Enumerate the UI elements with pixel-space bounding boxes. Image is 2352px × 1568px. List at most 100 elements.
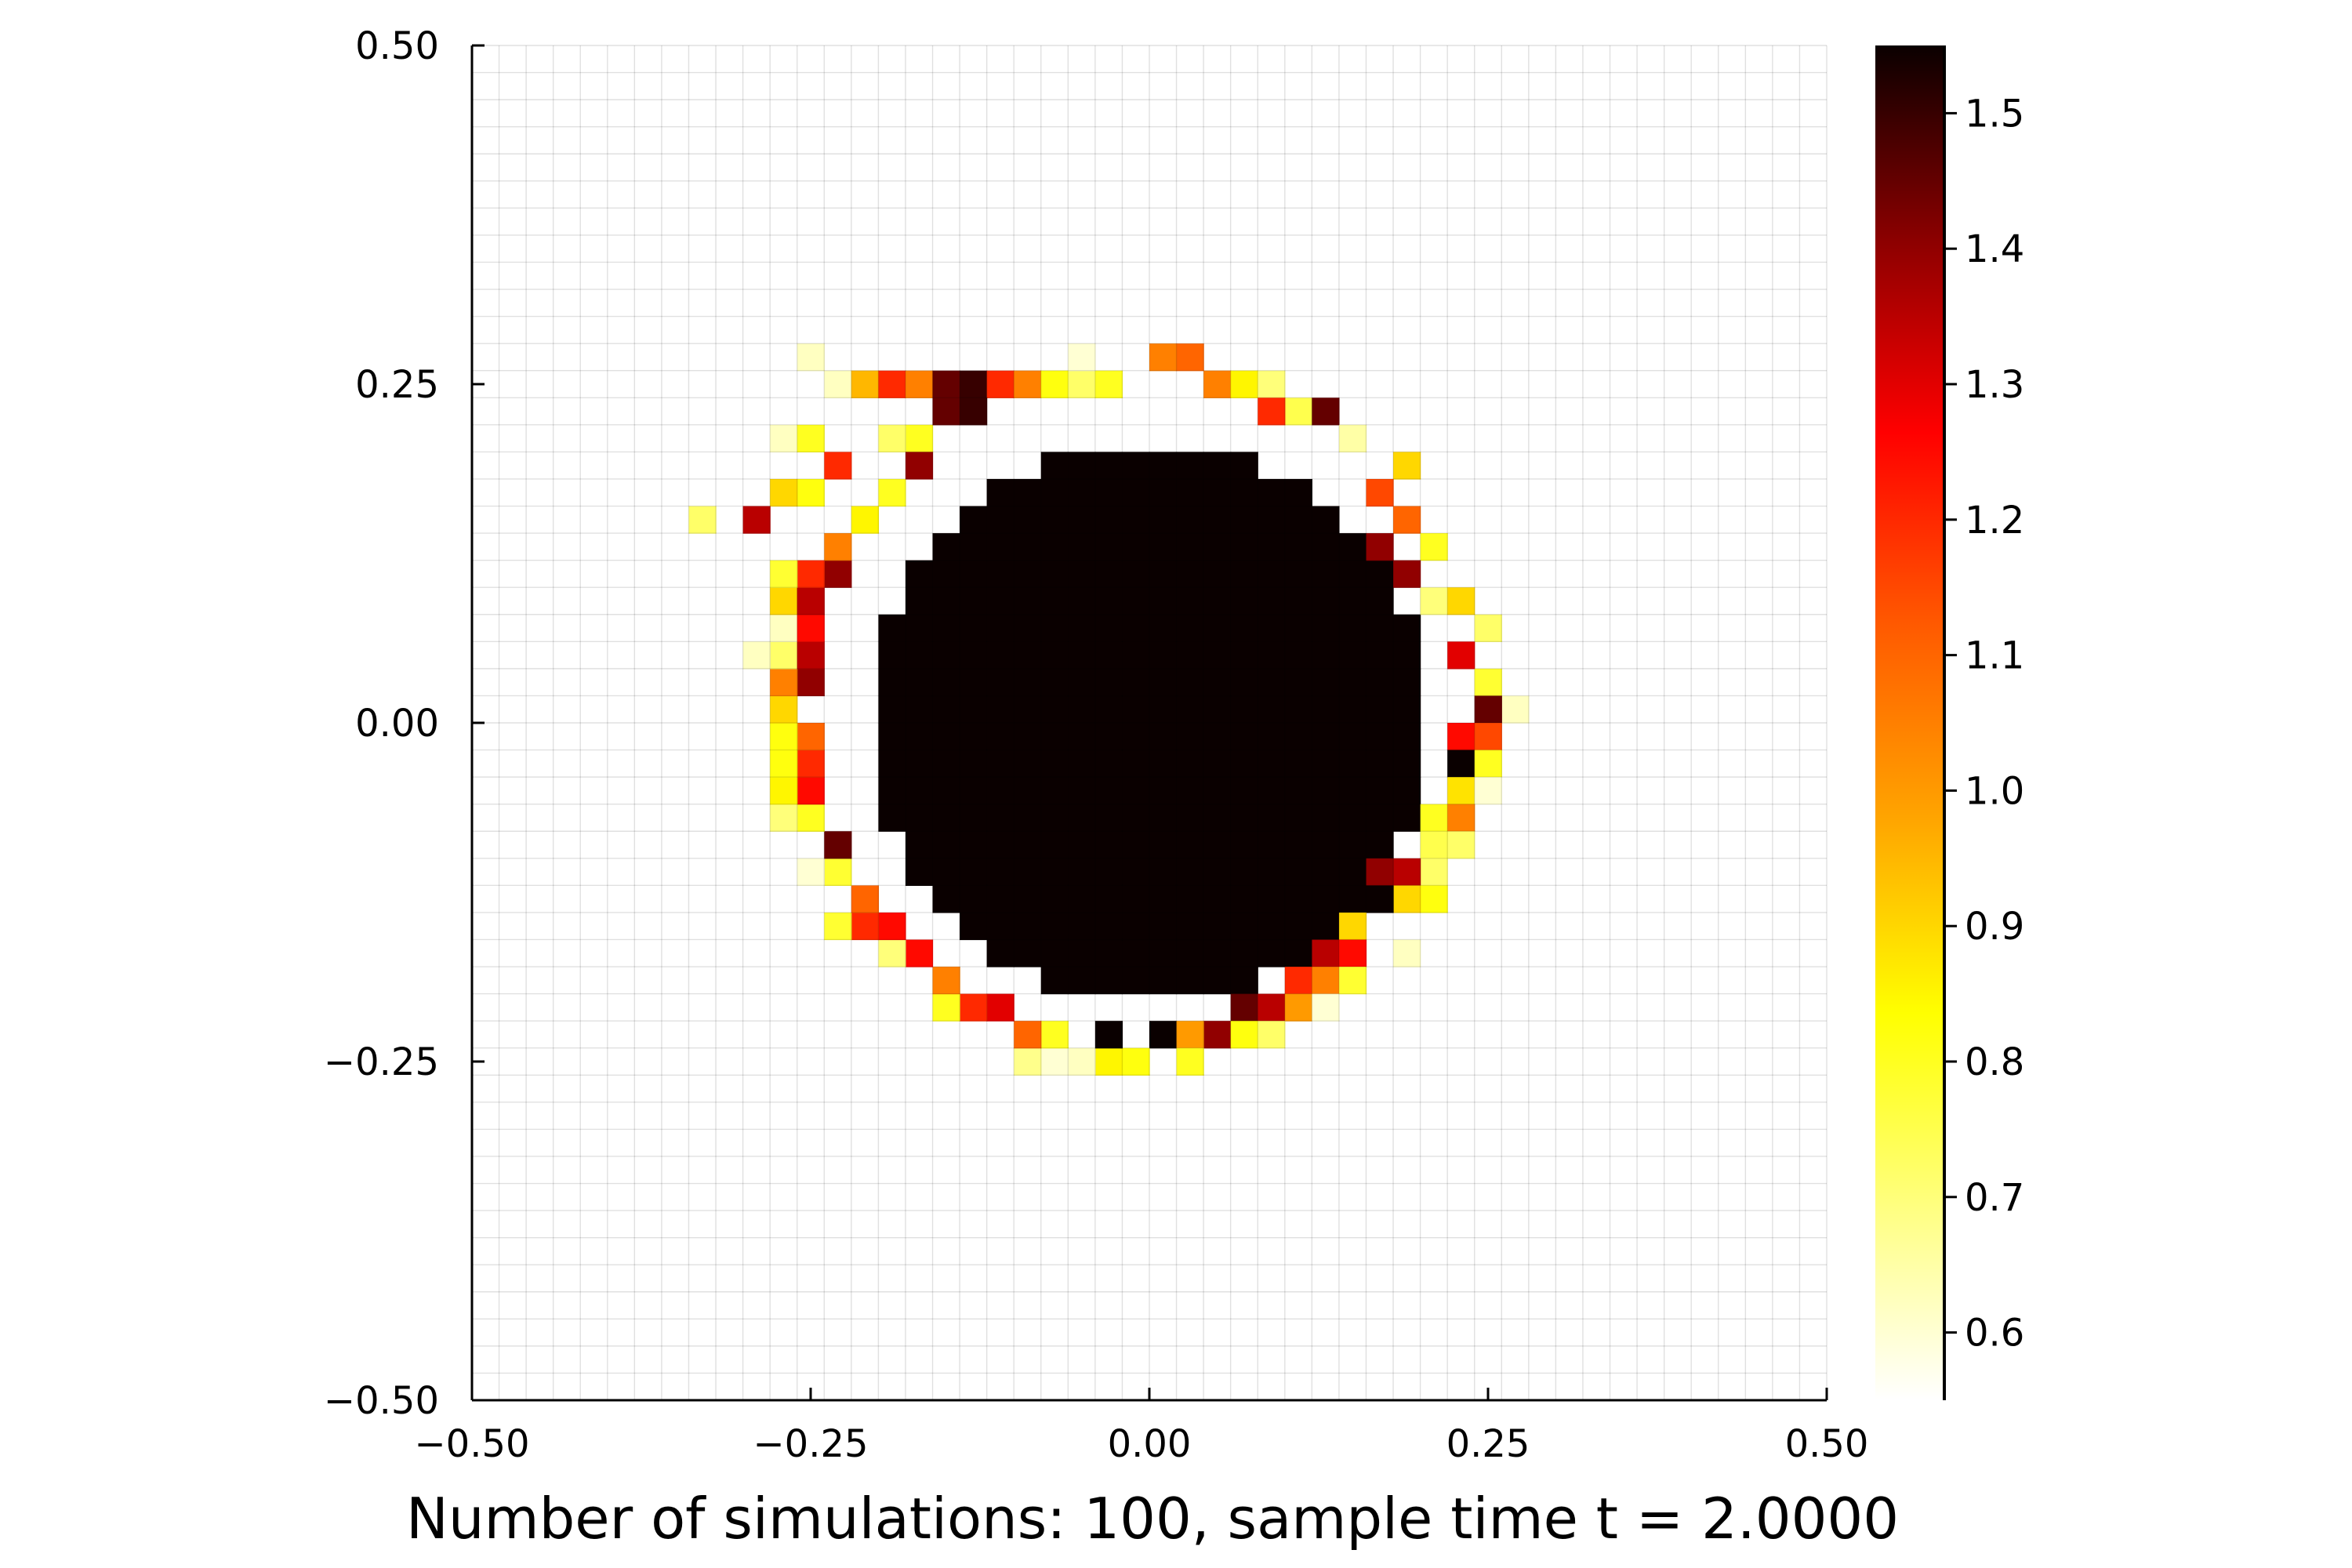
heatmap-cell — [1040, 641, 1069, 670]
heatmap-cell — [1230, 560, 1258, 588]
heatmap-cell — [1284, 560, 1312, 588]
heatmap-cell — [1094, 1021, 1123, 1049]
heatmap-cell — [1230, 939, 1258, 967]
heatmap-cell — [932, 560, 960, 588]
colorbar-tick-label: 1.4 — [1965, 227, 2024, 271]
colorbar-tick-label: 0.6 — [1965, 1312, 2024, 1356]
heatmap-cell — [1338, 424, 1367, 452]
heatmap-cell — [1176, 723, 1204, 751]
heatmap-cell — [1230, 478, 1258, 507]
heatmap-cell — [1338, 939, 1367, 967]
heatmap-cell — [878, 750, 906, 778]
heatmap-cell — [1176, 831, 1204, 859]
heatmap-cell — [878, 804, 906, 832]
heatmap-cell — [1094, 939, 1123, 967]
heatmap-cell — [1176, 641, 1204, 670]
heatmap-cell — [1122, 750, 1150, 778]
heatmap-cell — [797, 424, 825, 452]
heatmap-cell — [1366, 614, 1394, 642]
heatmap-cell — [688, 506, 717, 534]
x-tick-label: −0.25 — [753, 1422, 868, 1466]
heatmap-cell — [1258, 1021, 1286, 1049]
heatmap-cell — [1094, 967, 1123, 995]
heatmap-cell — [1284, 668, 1312, 697]
heatmap-cell — [1094, 695, 1123, 724]
heatmap-cell — [932, 641, 960, 670]
heatmap-cell — [1040, 452, 1069, 480]
heatmap-cell — [1284, 641, 1312, 670]
colorbar-tick-label: 0.9 — [1965, 905, 2024, 949]
heatmap-cell — [1040, 506, 1069, 534]
colorbar: 1.5 1.4 1.3 1.2 1.1 1.0 0.9 0.8 0.7 0.6 — [1875, 45, 2024, 1400]
heatmap-cell — [770, 641, 798, 670]
heatmap-cell — [1230, 912, 1258, 941]
heatmap-cell — [1447, 750, 1475, 778]
heatmap-cell — [1122, 967, 1150, 995]
heatmap-cell — [1420, 831, 1448, 859]
colorbar-tick-label: 1.1 — [1965, 634, 2024, 678]
heatmap-cell — [986, 912, 1014, 941]
heatmap-cell — [1338, 967, 1367, 995]
heatmap-cell — [1258, 750, 1286, 778]
heatmap-cell — [905, 587, 934, 615]
plot-area — [471, 45, 1828, 1401]
heatmap-cell — [960, 641, 988, 670]
x-tick-label: −0.50 — [414, 1422, 529, 1466]
heatmap-cell — [1176, 1021, 1204, 1049]
heatmap-cell — [1230, 668, 1258, 697]
heatmap-cell — [1203, 452, 1232, 480]
heatmap-cell — [1366, 478, 1394, 507]
heatmap-cell — [960, 370, 988, 398]
heatmap-cell — [1258, 506, 1286, 534]
heatmap-cell — [1176, 912, 1204, 941]
heatmap-cell — [905, 723, 934, 751]
heatmap-cell — [1094, 560, 1123, 588]
heatmap-cell — [1040, 967, 1069, 995]
heatmap-cell — [1447, 777, 1475, 805]
heatmap-cell — [1014, 587, 1042, 615]
heatmap-cell — [770, 560, 798, 588]
heatmap-cell — [1284, 993, 1312, 1022]
heatmap-cell — [1149, 939, 1178, 967]
heatmap-cell — [1230, 695, 1258, 724]
heatmap-cell — [851, 912, 879, 941]
heatmap-cell — [1149, 967, 1178, 995]
heatmap-cell — [1338, 668, 1367, 697]
heatmap-cell — [1474, 750, 1502, 778]
heatmap-cell — [1474, 723, 1502, 751]
heatmap-cell — [1122, 587, 1150, 615]
heatmap-cell — [1014, 478, 1042, 507]
heatmap-cell — [960, 695, 988, 724]
heatmap-cell — [1203, 695, 1232, 724]
heatmap-cell — [1149, 478, 1178, 507]
heatmap-cell — [1366, 858, 1394, 886]
heatmap-cell — [1176, 478, 1204, 507]
heatmap-cell — [1068, 478, 1096, 507]
heatmap-cell — [1094, 777, 1123, 805]
heatmap-cell — [1040, 885, 1069, 913]
heatmap-cell — [1040, 668, 1069, 697]
heatmap-cell — [960, 777, 988, 805]
heatmap-cell — [770, 804, 798, 832]
heatmap-cell — [1284, 695, 1312, 724]
heatmap-cell — [1230, 370, 1258, 398]
heatmap-cell — [1122, 777, 1150, 805]
heatmap-cell — [1040, 912, 1069, 941]
heatmap-cell — [1312, 397, 1340, 426]
heatmap-cell — [1258, 939, 1286, 967]
heatmap-cell — [824, 831, 852, 859]
heatmap-cell — [1393, 506, 1421, 534]
heatmap-cell — [1230, 587, 1258, 615]
heatmap-cell — [1176, 967, 1204, 995]
heatmap-cell — [1312, 668, 1340, 697]
heatmap-cell — [1284, 885, 1312, 913]
colorbar-tick-label: 0.7 — [1965, 1176, 2024, 1220]
colorbar-tick-label: 1.3 — [1965, 363, 2024, 407]
heatmap-cell — [1312, 912, 1340, 941]
heatmap-cell — [1312, 695, 1340, 724]
heatmap-cell — [1366, 560, 1394, 588]
heatmap-cell — [986, 587, 1014, 615]
heatmap-cell — [905, 804, 934, 832]
heatmap-cell — [1230, 885, 1258, 913]
heatmap-cell — [1122, 939, 1150, 967]
